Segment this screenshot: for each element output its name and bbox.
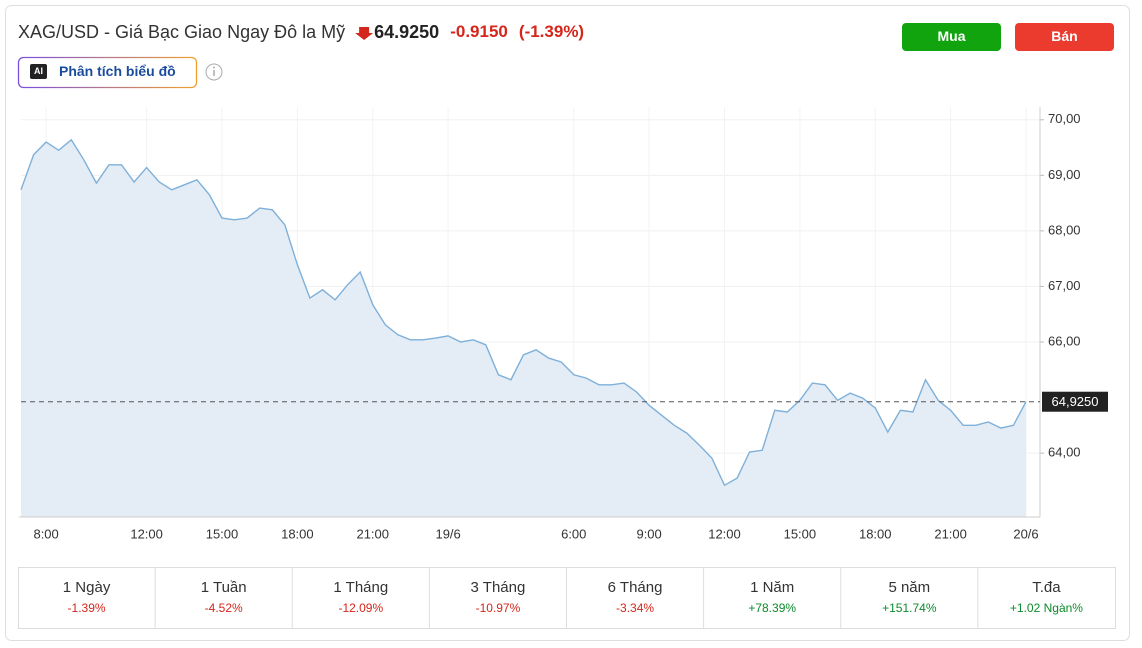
period-change: +78.39% [748,601,796,615]
x-tick-label: 9:00 [636,526,661,541]
sell-bg [1015,23,1114,51]
current-price-label: 64,9250 [1052,394,1099,409]
y-tick-label: 68,00 [1048,222,1081,237]
ai-button-label: Phân tích biểu đồ [59,63,176,79]
period-label: T.đa [1032,579,1061,596]
x-tick-label: 21:00 [356,526,389,541]
area [21,139,1026,518]
ai-badge-bg [30,64,47,79]
period-label: 3 Tháng [471,579,526,596]
period-label: 1 Ngày [63,579,111,596]
x-tick-label: 21:00 [934,526,967,541]
x-tick-label: 18:00 [859,526,892,541]
period-change: -1.39% [68,601,106,615]
period-change: +151.74% [882,601,937,615]
period-table: 1 Ngày -1.39% 1 Tuần -4.52% 1 Tháng -12.09% 3 … [18,567,1116,629]
ai-badge: AI [34,66,43,76]
buy-button[interactable]: Mua [902,23,1001,51]
period-label: 1 Tuần [201,579,247,596]
x-tick-label: 15:00 [784,526,817,541]
ai-button-bg [17,56,198,89]
period-change: -4.52% [205,601,243,615]
x-tick-label: 20/6 [1013,526,1038,541]
info-dot [213,66,215,69]
y-tick-label: 70,00 [1048,111,1081,126]
x-tick-label: 18:00 [281,526,314,541]
info-icon[interactable] [205,63,223,81]
sell-button[interactable]: Bán [1015,23,1114,51]
x-tick-label: 8:00 [33,526,58,541]
buy-bg [902,23,1001,51]
instrument-title: XAG/USD - Giá Bạc Giao Ngay Đô la Mỹ [18,22,345,42]
period-change: -3.34% [616,601,654,615]
period-label: 1 Tháng [333,579,388,596]
buy-label: Mua [938,28,966,44]
ai-analysis-button[interactable]: AI Phân tích biểu đồ [17,56,198,89]
chart: Investing.com64,0066,0067,0068,0069,0070… [19,107,1108,541]
price-change: -0.9150 [450,22,508,41]
header: XAG/USD - Giá Bạc Giao Ngay Đô la Mỹ 64.… [18,22,584,42]
period-label: 6 Tháng [608,579,663,596]
x-tick-label: 19/6 [435,526,460,541]
y-tick-label: 69,00 [1048,167,1081,182]
x-tick-label: 6:00 [561,526,586,541]
info-circle [205,63,223,81]
price-change-pct: (-1.39%) [519,22,584,41]
x-tick-label: 12:00 [708,526,741,541]
period-label: 1 Năm [750,579,794,596]
period-change: -12.09% [338,601,383,615]
period-change: +1.02 Ngàn% [1010,601,1083,615]
period-change: -10.97% [476,601,521,615]
y-tick-label: 67,00 [1048,278,1081,293]
price-line [20,138,1027,487]
price: 64.9250 [374,22,439,42]
down-arrow [355,27,374,40]
period-label: 5 năm [888,579,930,596]
x-tick-label: 15:00 [206,526,239,541]
y-tick-label: 64,00 [1048,445,1081,460]
sell-label: Bán [1051,28,1077,44]
current-price-tag [1042,391,1108,412]
y-tick-label: 66,00 [1048,333,1081,348]
x-tick-label: 12:00 [130,526,163,541]
